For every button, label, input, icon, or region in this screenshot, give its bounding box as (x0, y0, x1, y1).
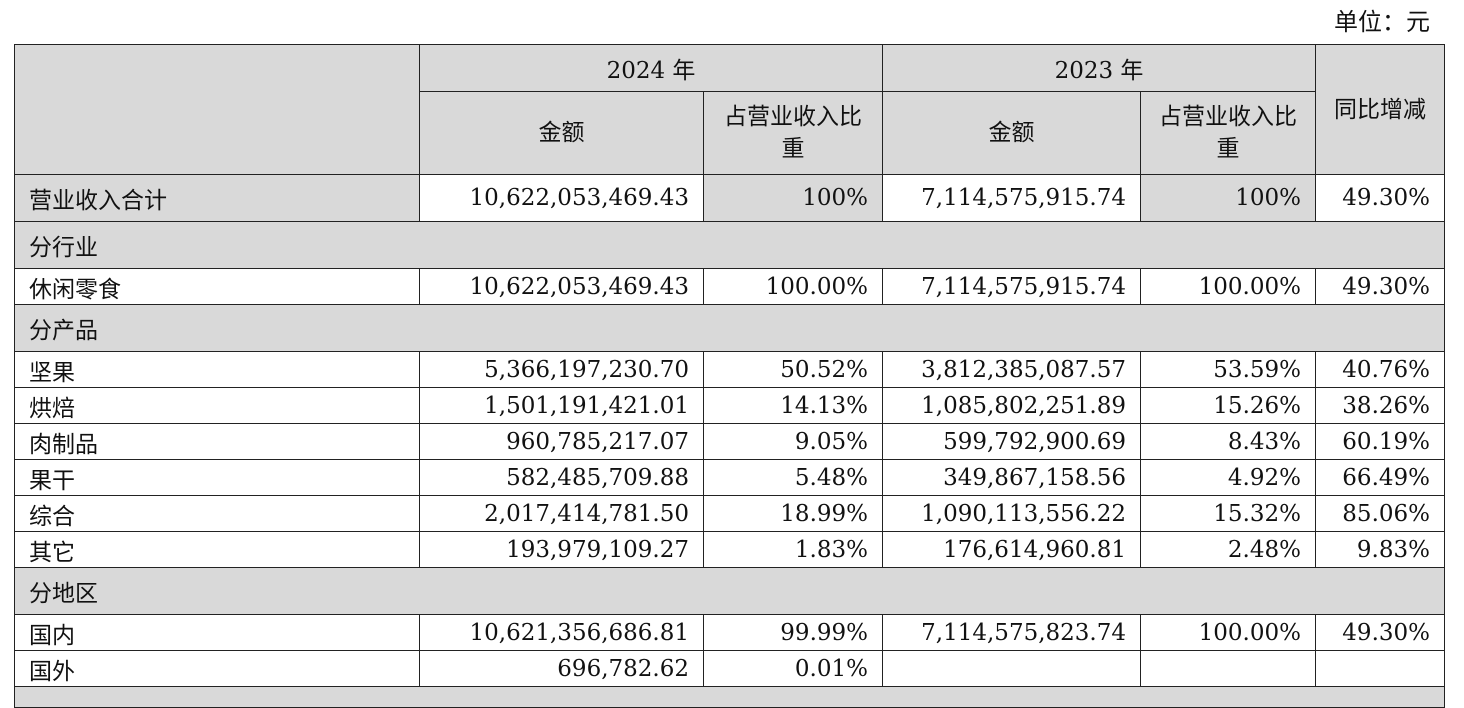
table-row: 其它 193,979,109.27 1.83% 176,614,960.81 2.48%… (14, 531, 1445, 568)
table-row: 坚果 5,366,197,230.70 50.52% 3,812,385,087.57… (14, 351, 1445, 388)
cell-yoy: 85.06% (1315, 495, 1445, 532)
header-row-years: 2024 年 2023 年 同比增减 (14, 44, 1445, 175)
cell-amount-2023: 7,114,575,915.74 (882, 268, 1141, 305)
cell-share-2023: 15.32% (1140, 495, 1316, 532)
total-amount-2024: 10,622,053,469.43 (419, 174, 704, 222)
row-label: 国外 (14, 650, 420, 687)
total-yoy: 49.30% (1315, 174, 1445, 222)
cell-amount-2024: 2,017,414,781.50 (419, 495, 704, 532)
table-row: 综合 2,017,414,781.50 18.99% 1,090,113,556.22… (14, 495, 1445, 532)
cell-share-2024: 50.52% (703, 351, 883, 388)
section-row: 分行业 (14, 221, 1445, 269)
cell-amount-2024: 10,622,053,469.43 (419, 268, 704, 305)
cell-amount-2024: 696,782.62 (419, 650, 704, 687)
partial-section-row (14, 686, 1445, 708)
header-amount-2023: 金额 (882, 91, 1141, 175)
cell-yoy: 60.19% (1315, 423, 1445, 460)
header-share-2023: 占营业收入比重 (1140, 91, 1316, 175)
cell-share-2024: 0.01% (703, 650, 883, 687)
cell-share-2023 (1140, 650, 1316, 687)
total-amount-2023: 7,114,575,915.74 (882, 174, 1141, 222)
cell-amount-2023: 176,614,960.81 (882, 531, 1141, 568)
cell-amount-2023: 1,090,113,556.22 (882, 495, 1141, 532)
row-label: 果干 (14, 459, 420, 496)
cell-amount-2024: 193,979,109.27 (419, 531, 704, 568)
row-label: 烘焙 (14, 387, 420, 424)
table-row: 果干 582,485,709.88 5.48% 349,867,158.56 4.92%… (14, 459, 1445, 496)
cell-amount-2024: 1,501,191,421.01 (419, 387, 704, 424)
total-share-2023: 100% (1140, 174, 1316, 222)
cell-yoy: 49.30% (1315, 614, 1445, 651)
cell-share-2023: 8.43% (1140, 423, 1316, 460)
section-title: 分地区 (14, 567, 1445, 615)
cell-yoy: 40.76% (1315, 351, 1445, 388)
cell-amount-2023: 1,085,802,251.89 (882, 387, 1141, 424)
header-yoy: 同比增减 (1315, 44, 1445, 175)
cell-share-2024: 18.99% (703, 495, 883, 532)
cell-share-2024: 1.83% (703, 531, 883, 568)
cell-yoy (1315, 650, 1445, 687)
cell-yoy: 38.26% (1315, 387, 1445, 424)
header-year-2023: 2023 年 (882, 44, 1316, 92)
section-title: 分产品 (14, 304, 1445, 352)
table-row: 国外 696,782.62 0.01% (14, 650, 1445, 687)
row-label: 综合 (14, 495, 420, 532)
cell-share-2023: 100.00% (1140, 268, 1316, 305)
cell-share-2024: 99.99% (703, 614, 883, 651)
header-amount-2024: 金额 (419, 91, 704, 175)
cell-share-2024: 5.48% (703, 459, 883, 496)
total-label: 营业收入合计 (14, 174, 420, 222)
cell-share-2023: 100.00% (1140, 614, 1316, 651)
cell-yoy: 49.30% (1315, 268, 1445, 305)
cell-share-2024: 100.00% (703, 268, 883, 305)
row-label: 坚果 (14, 351, 420, 388)
cell-amount-2023: 599,792,900.69 (882, 423, 1141, 460)
cell-yoy: 66.49% (1315, 459, 1445, 496)
header-share-2024: 占营业收入比重 (703, 91, 883, 175)
table-row: 休闲零食 10,622,053,469.43 100.00% 7,114,575,91… (14, 268, 1445, 305)
cell-amount-2024: 5,366,197,230.70 (419, 351, 704, 388)
cell-share-2023: 53.59% (1140, 351, 1316, 388)
total-share-2024: 100% (703, 174, 883, 222)
cell-amount-2024: 582,485,709.88 (419, 459, 704, 496)
cell-amount-2023: 7,114,575,823.74 (882, 614, 1141, 651)
partial-section-cell (14, 686, 1445, 708)
header-row-metrics: 金额 占营业收入比重 金额 占营业收入比重 (15, 91, 1445, 175)
row-label: 国内 (14, 614, 420, 651)
section-row: 分产品 (14, 304, 1445, 352)
cell-share-2024: 9.05% (703, 423, 883, 460)
revenue-table: 2024 年 2023 年 同比增减 金额 占营业收入比重 金额 占营业收入比重… (14, 44, 1445, 708)
section-row: 分地区 (14, 567, 1445, 615)
header-year-2024: 2024 年 (419, 44, 883, 92)
cell-share-2023: 15.26% (1140, 387, 1316, 424)
table-row: 国内 10,621,356,686.81 99.99% 7,114,575,823.7… (14, 614, 1445, 651)
total-row: 营业收入合计 10,622,053,469.43 100% 7,114,575,… (14, 174, 1445, 222)
unit-label: 单位：元 (1334, 8, 1430, 36)
row-label: 其它 (14, 531, 420, 568)
cell-share-2024: 14.13% (703, 387, 883, 424)
cell-share-2023: 4.92% (1140, 459, 1316, 496)
row-label: 肉制品 (14, 423, 420, 460)
cell-amount-2023: 3,812,385,087.57 (882, 351, 1141, 388)
cell-amount-2023 (882, 650, 1141, 687)
table-row: 烘焙 1,501,191,421.01 14.13% 1,085,802,251.89… (14, 387, 1445, 424)
header-corner-cell (14, 44, 420, 175)
cell-amount-2024: 10,621,356,686.81 (419, 614, 704, 651)
cell-amount-2024: 960,785,217.07 (419, 423, 704, 460)
cell-share-2023: 2.48% (1140, 531, 1316, 568)
section-title: 分行业 (14, 221, 1445, 269)
cell-yoy: 9.83% (1315, 531, 1445, 568)
table-row: 肉制品 960,785,217.07 9.05% 599,792,900.69 8.43… (14, 423, 1445, 460)
row-label: 休闲零食 (14, 268, 420, 305)
cell-amount-2023: 349,867,158.56 (882, 459, 1141, 496)
